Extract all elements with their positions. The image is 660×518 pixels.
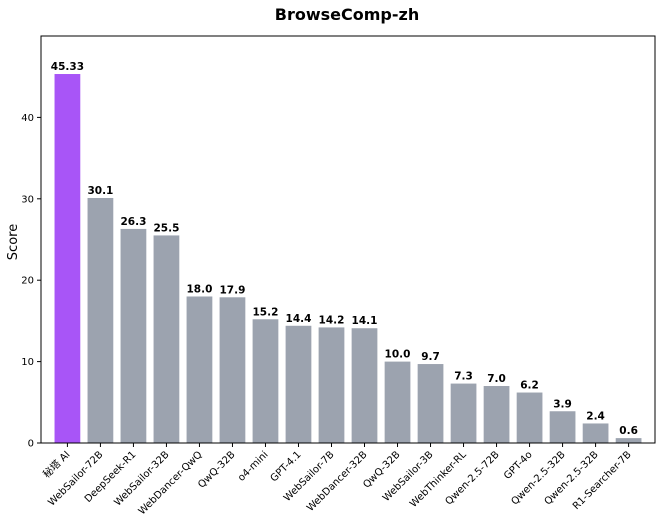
bars-group bbox=[54, 74, 642, 444]
bar bbox=[318, 327, 345, 443]
bar bbox=[549, 411, 576, 443]
bar-value-label: 2.4 bbox=[586, 410, 605, 422]
bar-value-label: 6.2 bbox=[520, 380, 539, 392]
x-tick-label: GPT-4o bbox=[502, 449, 535, 482]
y-tick-label: 40 bbox=[21, 113, 34, 124]
bar-value-label: 30.1 bbox=[87, 185, 113, 197]
value-labels-group: 45.33 30.1 26.3 25.5 18.0 17.9 15.2 14.4 14.2 14.… bbox=[51, 61, 638, 437]
bar bbox=[417, 364, 444, 443]
bar bbox=[219, 297, 246, 443]
bar-value-label: 9.7 bbox=[421, 351, 440, 363]
x-tick-label: 秘塔 AI bbox=[40, 448, 73, 481]
bar bbox=[87, 197, 114, 443]
y-tick-label: 20 bbox=[21, 276, 34, 287]
chart-title: BrowseComp-zh bbox=[275, 5, 419, 24]
bar-value-label: 7.3 bbox=[454, 371, 473, 383]
y-tick-label: 30 bbox=[21, 194, 34, 205]
bar-value-label: 7.0 bbox=[487, 373, 506, 385]
x-tick-label: WebDancer-QwQ bbox=[137, 449, 205, 517]
bar bbox=[450, 383, 477, 443]
bar bbox=[516, 392, 543, 443]
x-tick-label: WebDancer-32B bbox=[305, 449, 370, 514]
bar bbox=[615, 438, 642, 443]
bar-value-label: 14.2 bbox=[319, 314, 345, 326]
bar-value-label: 25.5 bbox=[153, 222, 179, 234]
x-tick-label: R1-Searcher-7B bbox=[571, 449, 634, 512]
bar-value-label: 14.1 bbox=[352, 315, 378, 327]
x-tick-label: WebThinker-RL bbox=[408, 449, 469, 510]
plot-frame bbox=[40, 35, 656, 444]
bar bbox=[285, 325, 312, 443]
bar-value-label: 3.9 bbox=[553, 398, 572, 410]
bar-value-label: 15.2 bbox=[253, 306, 279, 318]
bar bbox=[54, 74, 81, 444]
x-tick-label: o4-mini bbox=[236, 449, 270, 483]
bar-value-label: 26.3 bbox=[120, 216, 146, 228]
bar bbox=[120, 228, 147, 443]
bar bbox=[153, 235, 180, 443]
bar-value-label: 18.0 bbox=[186, 283, 212, 295]
y-tick-label: 0 bbox=[28, 439, 34, 450]
bar-value-label: 45.33 bbox=[51, 61, 84, 73]
bar-value-label: 10.0 bbox=[385, 349, 411, 361]
y-axis: 0 10 20 30 40 bbox=[21, 113, 41, 450]
bar bbox=[186, 296, 213, 443]
bar-value-label: 17.9 bbox=[220, 284, 246, 296]
bar bbox=[384, 361, 411, 443]
y-axis-label: Score bbox=[6, 224, 21, 260]
bar bbox=[252, 319, 279, 443]
bar bbox=[483, 386, 510, 443]
y-tick-label: 10 bbox=[21, 357, 34, 368]
bar-value-label: 14.4 bbox=[286, 313, 312, 325]
bar-value-label: 0.6 bbox=[619, 425, 638, 437]
bar bbox=[351, 328, 378, 443]
bar bbox=[582, 423, 609, 443]
x-axis: 秘塔 AIWebSailor-72BDeepSeek-R1WebSailor-3… bbox=[40, 443, 634, 517]
